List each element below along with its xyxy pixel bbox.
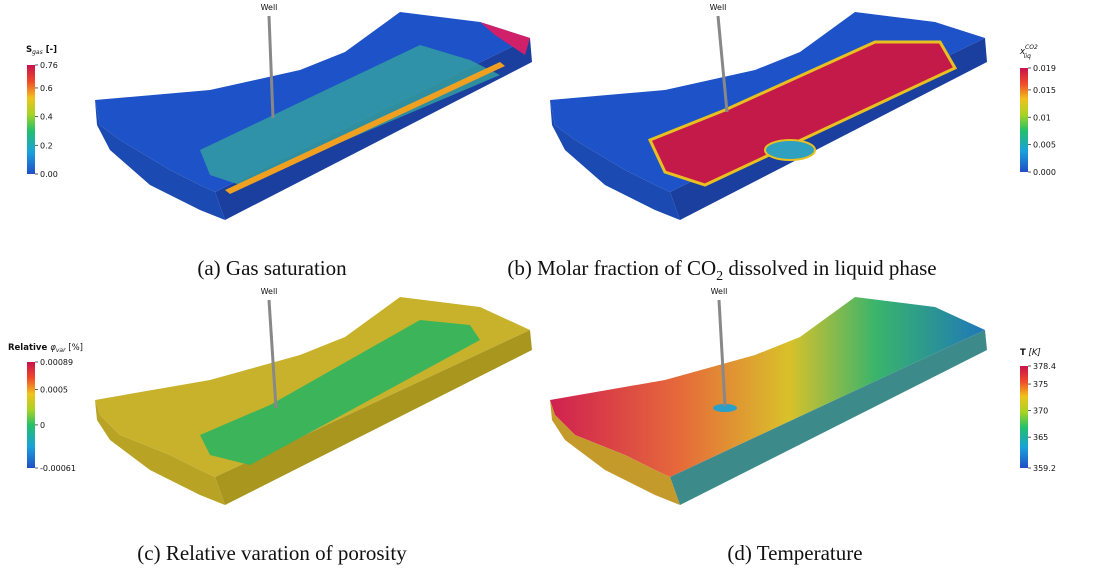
colorbar-tick-label: 0 bbox=[40, 421, 45, 430]
panel-c bbox=[95, 297, 532, 505]
plume bbox=[200, 320, 480, 465]
colorbar-tick-label: 0.019 bbox=[1033, 64, 1056, 73]
colorbar-tick-label: 370 bbox=[1033, 407, 1048, 416]
plume bbox=[200, 45, 500, 185]
colorbar-tick-label: 0.015 bbox=[1033, 86, 1056, 95]
well-label: Well bbox=[261, 287, 278, 296]
colorbar-tick-label: 0.76 bbox=[40, 61, 58, 70]
colorbar-title: Sgas [-] bbox=[26, 45, 57, 56]
colorbar bbox=[1020, 366, 1028, 468]
colorbar-tick-label: 0.4 bbox=[40, 113, 53, 122]
colorbar bbox=[27, 65, 35, 174]
slab-front bbox=[550, 400, 680, 505]
plume-edge bbox=[225, 62, 505, 194]
title-sub: gas bbox=[32, 49, 43, 56]
title-main: Relative bbox=[8, 343, 47, 353]
slab-side bbox=[670, 330, 987, 505]
well-label: Well bbox=[711, 287, 728, 296]
plume-hole bbox=[764, 139, 816, 161]
well-label: Well bbox=[710, 3, 727, 12]
slab-side bbox=[215, 330, 532, 505]
caption-rest: dissolved in liquid phase bbox=[723, 256, 937, 280]
title-sub: var bbox=[56, 347, 66, 354]
colorbar-tick-label: 365 bbox=[1033, 433, 1048, 442]
slab-front bbox=[95, 400, 225, 505]
title-rest: [-] bbox=[43, 45, 57, 55]
plume bbox=[647, 40, 958, 187]
caption: (a) Gas saturation bbox=[197, 256, 347, 280]
colorbar bbox=[27, 362, 35, 468]
colorbar-title: T [K] bbox=[1020, 348, 1041, 358]
caption-sub: 2 bbox=[716, 269, 723, 284]
title-main: T bbox=[1020, 348, 1026, 358]
title-main: x bbox=[1019, 47, 1026, 57]
colorbar-tick-label: 359.2 bbox=[1033, 464, 1056, 473]
colorbar-tick-label: 0.0005 bbox=[40, 386, 68, 395]
well bbox=[716, 15, 729, 113]
caption: (d) Temperature bbox=[727, 541, 862, 565]
well bbox=[267, 299, 278, 409]
colorbar-title: Relative φvar [%] bbox=[8, 343, 83, 354]
colorbar-tick-label: 0.00 bbox=[40, 170, 58, 179]
slab-top bbox=[550, 297, 985, 477]
slab-front bbox=[95, 100, 225, 220]
plume-hot bbox=[480, 22, 530, 55]
colorbar bbox=[1020, 68, 1028, 172]
colorbar-tick-label: 0.000 bbox=[1033, 168, 1056, 177]
panel-a bbox=[95, 12, 532, 220]
slab-front bbox=[550, 100, 680, 220]
title-sub: liq bbox=[1024, 53, 1031, 60]
colorbar-tick-label: 0.01 bbox=[1033, 113, 1051, 122]
caption: (c) Relative varation of porosity bbox=[137, 541, 407, 565]
colorbar-tick-label: 0.2 bbox=[40, 141, 53, 150]
title-rest: [%] bbox=[66, 343, 83, 353]
colorbar-title: xCO2 liq bbox=[1019, 44, 1038, 60]
well bbox=[717, 299, 727, 407]
colorbar-tick-label: 375 bbox=[1033, 380, 1048, 389]
caption: (b) Molar fraction of CO2 dissolved in l… bbox=[507, 256, 936, 284]
panel-b bbox=[550, 12, 987, 220]
caption-text: (b) Molar fraction of CO bbox=[507, 256, 716, 280]
panel-d bbox=[550, 297, 987, 505]
well-label: Well bbox=[261, 3, 278, 12]
cold-spot bbox=[713, 404, 737, 412]
colorbar-tick-label: 0.005 bbox=[1033, 141, 1056, 150]
title-symbol: φ bbox=[50, 343, 56, 353]
colorbar-tick-label: -0.00061 bbox=[40, 464, 76, 473]
colorbar-tick-label: 378.4 bbox=[1033, 362, 1056, 371]
colorbar-tick-label: 0.00089 bbox=[40, 358, 73, 367]
title-sup: CO2 bbox=[1025, 44, 1038, 51]
colorbar-tick-label: 0.6 bbox=[40, 84, 53, 93]
title-rest: [K] bbox=[1026, 348, 1041, 358]
well bbox=[267, 15, 275, 119]
title-main: S bbox=[26, 45, 32, 55]
